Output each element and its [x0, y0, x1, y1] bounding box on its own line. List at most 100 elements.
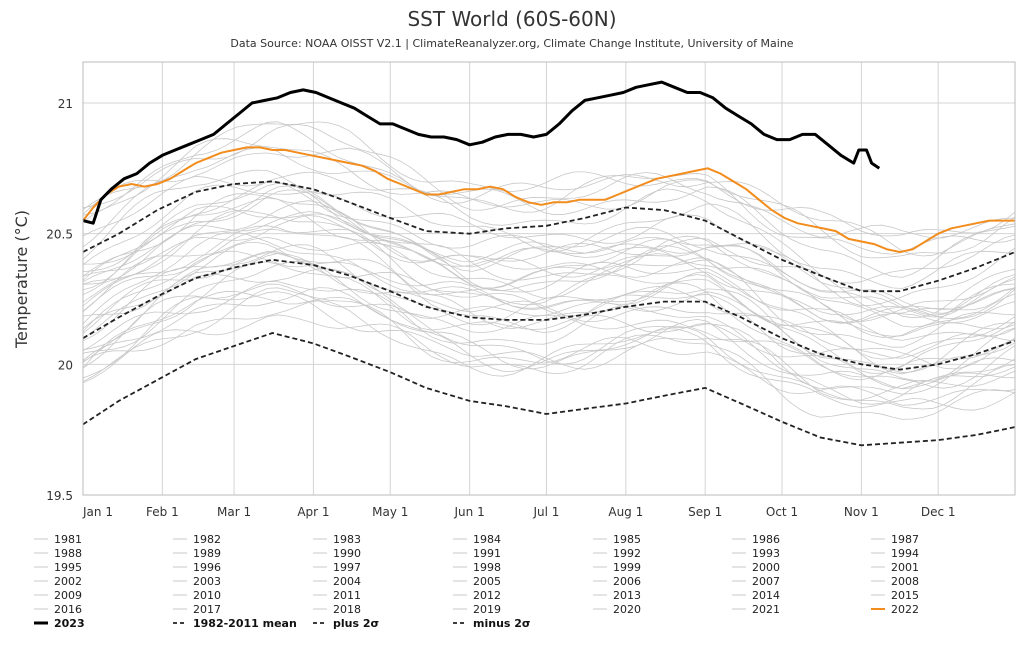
legend-item-1991[interactable]: 1991 — [453, 547, 501, 560]
legend-item-1990[interactable]: 1990 — [313, 547, 361, 560]
year-line-2000 — [82, 252, 1016, 359]
legend-item-1992[interactable]: 1992 — [593, 547, 641, 560]
legend-item-1984[interactable]: 1984 — [453, 533, 501, 546]
legend-label: 1998 — [473, 561, 501, 574]
legend-label: 1987 — [891, 533, 919, 546]
year-line-2015 — [82, 147, 1016, 255]
legend-item-1985[interactable]: 1985 — [593, 533, 641, 546]
year-line-2010 — [82, 184, 1016, 307]
legend-item-2021[interactable]: 2021 — [732, 603, 780, 616]
legend-item-1982[interactable]: 1982 — [173, 533, 221, 546]
year-line-2014 — [82, 169, 1016, 289]
legend-item-1995[interactable]: 1995 — [34, 561, 82, 574]
legend-item-1988[interactable]: 1988 — [34, 547, 82, 560]
year-line-2008 — [82, 228, 1016, 337]
year-line-1995 — [82, 231, 1016, 360]
x-tick-label: Aug 1 — [608, 505, 643, 519]
legend-label: 2013 — [613, 589, 641, 602]
legend-item-2015[interactable]: 2015 — [871, 589, 919, 602]
legend-item-2019[interactable]: 2019 — [453, 603, 501, 616]
x-tick-label: Feb 1 — [146, 505, 179, 519]
legend-label: 2015 — [891, 589, 919, 602]
legend-item-2017[interactable]: 2017 — [173, 603, 221, 616]
legend-item-2004[interactable]: 2004 — [313, 575, 361, 588]
series-line-plus-2- — [82, 180, 1016, 293]
chart-title: SST World (60S-60N) — [407, 7, 617, 31]
legend-label: 1990 — [333, 547, 361, 560]
x-tick-label: Jul 1 — [532, 505, 559, 519]
year-line-2005 — [82, 185, 1016, 318]
legend-item-1996[interactable]: 1996 — [173, 561, 221, 574]
legend-label: 2009 — [54, 589, 82, 602]
legend-item-2011[interactable]: 2011 — [313, 589, 361, 602]
legend-item-2009[interactable]: 2009 — [34, 589, 82, 602]
legend-item-1981[interactable]: 1981 — [34, 533, 82, 546]
legend-item-1983[interactable]: 1983 — [313, 533, 361, 546]
y-tick-label: 19.5 — [46, 489, 73, 503]
legend-label: 1983 — [333, 533, 361, 546]
legend-item-2023[interactable]: 2023 — [34, 617, 85, 630]
legend-label: 2019 — [473, 603, 501, 616]
legend-item-2020[interactable]: 2020 — [593, 603, 641, 616]
y-tick-label: 20 — [58, 358, 73, 372]
legend-item-2001[interactable]: 2001 — [871, 561, 919, 574]
x-axis-ticks: Jan 1 Feb 1 Mar 1 Apr 1 May 1 Jun 1 Jul 1 Aug 1… — [82, 505, 955, 519]
legend-item-2018[interactable]: 2018 — [313, 603, 361, 616]
legend-label: 2018 — [333, 603, 361, 616]
legend-item-2007[interactable]: 2007 — [732, 575, 780, 588]
legend-item-1987[interactable]: 1987 — [871, 533, 919, 546]
legend-item-2003[interactable]: 2003 — [173, 575, 221, 588]
background-year-lines — [82, 121, 1016, 420]
legend-item-2002[interactable]: 2002 — [34, 575, 82, 588]
legend-item-2022[interactable]: 2022 — [871, 603, 919, 616]
legend-label: 2011 — [333, 589, 361, 602]
year-line-2016 — [82, 121, 1016, 237]
legend-item-2016[interactable]: 2016 — [34, 603, 82, 616]
legend-item-1994[interactable]: 1994 — [871, 547, 919, 560]
chart-subtitle: Data Source: NOAA OISST V2.1 | ClimateRe… — [230, 37, 794, 50]
legend-item-1989[interactable]: 1989 — [173, 547, 221, 560]
legend-item-minus-2-[interactable]: minus 2σ — [453, 617, 531, 630]
series-line-2022 — [82, 146, 1015, 254]
legend-item-2013[interactable]: 2013 — [593, 589, 641, 602]
legend-item-2012[interactable]: 2012 — [453, 589, 501, 602]
legend-item-2005[interactable]: 2005 — [453, 575, 501, 588]
year-line-1987 — [82, 242, 1016, 375]
legend-item-2008[interactable]: 2008 — [871, 575, 919, 588]
legend[interactable]: 1981 1982 1983 1984 1985 1986 1987 1988 1989 1990… — [34, 533, 919, 630]
year-line-1993 — [82, 281, 1016, 390]
legend-item-plus-2-[interactable]: plus 2σ — [313, 617, 379, 630]
legend-item-1998[interactable]: 1998 — [453, 561, 501, 574]
x-tick-label: Jun 1 — [454, 505, 485, 519]
legend-item-1986[interactable]: 1986 — [732, 533, 780, 546]
legend-label: 2017 — [193, 603, 221, 616]
x-tick-label: Mar 1 — [217, 505, 251, 519]
year-line-2017 — [82, 138, 1016, 259]
legend-label: 1994 — [891, 547, 919, 560]
legend-item-2000[interactable]: 2000 — [732, 561, 780, 574]
year-line-1985 — [82, 314, 1016, 420]
series-lines — [82, 80, 1016, 447]
legend-item-2014[interactable]: 2014 — [732, 589, 780, 602]
legend-item-2006[interactable]: 2006 — [593, 575, 641, 588]
year-line-2006 — [82, 197, 1016, 328]
year-line-2001 — [82, 225, 1016, 341]
legend-label: 1999 — [613, 561, 641, 574]
legend-label: 1991 — [473, 547, 501, 560]
legend-label: 2000 — [752, 561, 780, 574]
legend-item-1993[interactable]: 1993 — [732, 547, 780, 560]
legend-item-1982-2011-mean[interactable]: 1982-2011 mean — [173, 617, 297, 630]
legend-item-2010[interactable]: 2010 — [173, 589, 221, 602]
legend-label: 2004 — [333, 575, 361, 588]
series-line-2023 — [82, 80, 881, 225]
x-tick-label: Apr 1 — [297, 505, 329, 519]
year-line-1994 — [82, 261, 1016, 389]
x-tick-label: Dec 1 — [921, 505, 956, 519]
year-line-1996 — [82, 268, 1016, 381]
year-line-2020 — [82, 121, 1016, 257]
year-line-1983 — [82, 260, 1016, 389]
legend-item-1997[interactable]: 1997 — [313, 561, 361, 574]
legend-label: 2008 — [891, 575, 919, 588]
x-tick-label: Jan 1 — [82, 505, 113, 519]
legend-item-1999[interactable]: 1999 — [593, 561, 641, 574]
